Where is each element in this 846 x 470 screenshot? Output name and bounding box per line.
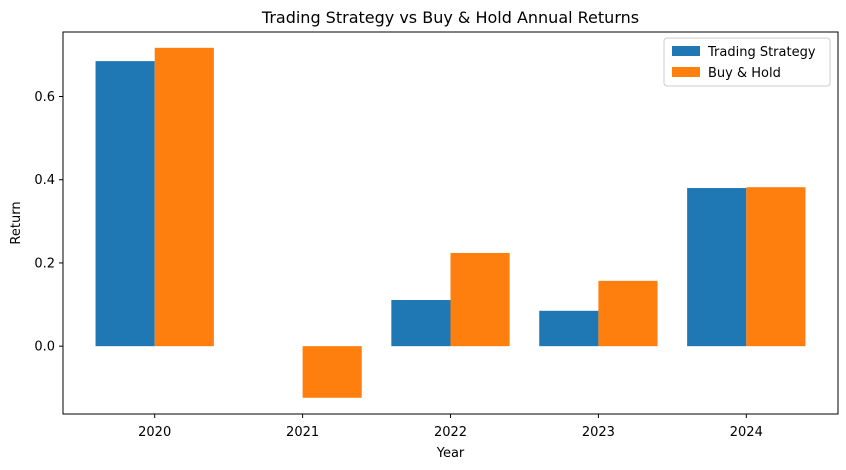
legend-label: Buy & Hold [708, 66, 781, 81]
bar-buy-hold-2020 [154, 47, 214, 347]
chart-title: Trading Strategy vs Buy & Hold Annual Re… [261, 8, 639, 27]
y-tick-label: 0.6 [34, 90, 55, 105]
bar-trading-strategy-2023 [539, 310, 599, 347]
bar-trading-strategy-2024 [687, 188, 747, 347]
y-tick-label: 0.2 [34, 256, 55, 271]
bar-trading-strategy-2022 [391, 299, 451, 347]
legend-box [663, 37, 831, 87]
y-axis-label: Return [9, 201, 24, 244]
x-axis-label: Year [436, 446, 465, 461]
legend: Trading Strategy Buy & Hold [663, 37, 831, 87]
y-axis: 0.0 0.2 0.4 0.6 [34, 90, 63, 355]
x-axis: 2020 2021 2022 2023 2024 [138, 414, 763, 440]
x-tick-label: 2020 [138, 425, 171, 440]
bar-buy-hold-2022 [450, 252, 510, 347]
x-tick-label: 2023 [582, 425, 615, 440]
bar-buy-hold-2024 [746, 187, 806, 347]
x-tick-label: 2021 [286, 425, 319, 440]
y-tick-label: 0.0 [34, 340, 55, 355]
x-tick-label: 2022 [434, 425, 467, 440]
legend-swatch [672, 67, 700, 77]
bar-buy-hold-2021 [302, 346, 362, 398]
bar-buy-hold-2023 [598, 280, 658, 347]
y-tick-label: 0.4 [34, 173, 55, 188]
legend-swatch [672, 46, 700, 56]
legend-label: Trading Strategy [707, 45, 816, 60]
x-tick-label: 2024 [730, 425, 763, 440]
bar-trading-strategy-2020 [95, 61, 155, 347]
bars-layer [95, 47, 806, 398]
